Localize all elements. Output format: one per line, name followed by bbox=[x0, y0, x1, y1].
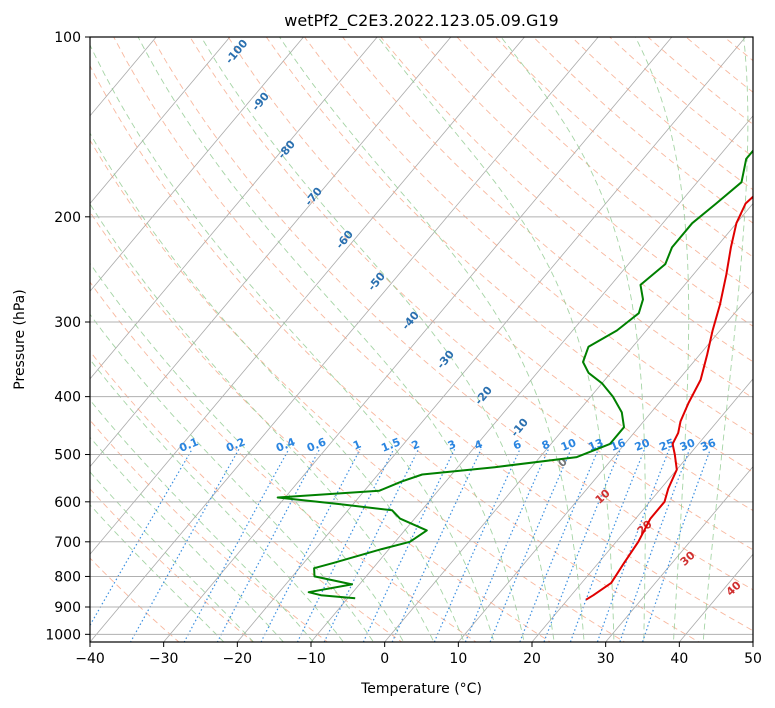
moist-adiabat-line bbox=[90, 471, 255, 642]
plot-frame bbox=[89, 36, 754, 643]
mixing-ratio-line bbox=[260, 449, 361, 642]
y-tick-label: 1000 bbox=[45, 627, 81, 643]
mixing-ratio-label: 3 bbox=[446, 438, 458, 453]
moist-adiabat-line bbox=[90, 504, 225, 642]
mixing-ratio-line bbox=[433, 449, 521, 642]
dry-adiabat-line bbox=[113, 37, 753, 632]
x-tick-label: 50 bbox=[744, 651, 762, 667]
dry-adiabat-line bbox=[151, 37, 753, 591]
mixing-ratio-label: 25 bbox=[657, 436, 676, 454]
mixing-ratio-line bbox=[183, 449, 290, 642]
mixing-ratio-line bbox=[464, 449, 549, 642]
isotherm-line bbox=[605, 465, 753, 642]
moist-adiabat-line bbox=[90, 358, 344, 642]
x-axis-ticks: −40 −30 −20 −10 0 10 20 30 40 50 bbox=[75, 642, 762, 667]
mixing-ratio-label: 20 bbox=[633, 436, 652, 454]
y-tick-label: 300 bbox=[54, 315, 81, 331]
isotherm-line bbox=[90, 37, 231, 205]
x-tick-label: −30 bbox=[149, 651, 179, 667]
dry-adiabat-line bbox=[189, 37, 753, 551]
mixing-ratio-label: 10 bbox=[559, 436, 578, 454]
dry-adiabat-line bbox=[90, 211, 552, 642]
y-tick-label: 400 bbox=[54, 390, 81, 406]
dry-adiabat-line bbox=[303, 37, 753, 436]
moist-adiabat-line bbox=[90, 313, 375, 642]
mixing-ratio-label: 8 bbox=[540, 438, 552, 453]
y-tick-label: 600 bbox=[54, 495, 81, 511]
dry-adiabat-line bbox=[342, 37, 753, 399]
mixing-ratio-line bbox=[391, 449, 482, 642]
pressure-gridlines bbox=[90, 37, 753, 635]
y-tick-label: 700 bbox=[54, 535, 81, 551]
isotherm-line bbox=[90, 37, 378, 380]
mixing-ratio-line bbox=[569, 449, 646, 642]
y-tick-label: 100 bbox=[54, 30, 81, 46]
isotherm-line bbox=[531, 378, 753, 642]
isotherm-line bbox=[236, 37, 747, 642]
mixing-ratio-label: 30 bbox=[678, 436, 697, 454]
profile-series bbox=[276, 149, 753, 601]
mixing-ratio-label: 36 bbox=[699, 436, 718, 454]
mixing-ratio-line bbox=[596, 449, 670, 642]
y-tick-label: 500 bbox=[54, 448, 81, 464]
x-tick-label: 20 bbox=[523, 651, 541, 667]
x-tick-label: 30 bbox=[597, 651, 615, 667]
chart-title: wetPf2_C2E3.2022.123.05.09.G19 bbox=[284, 11, 558, 31]
moist-adiabat-line bbox=[90, 203, 435, 642]
y-axis-label: Pressure (hPa) bbox=[12, 289, 28, 389]
moist-adiabat-line bbox=[90, 436, 284, 642]
x-tick-label: 40 bbox=[670, 651, 688, 667]
y-axis-ticks: 100 200 300 400 500 600 700 800 900 1000 bbox=[45, 30, 90, 643]
isotherm-line bbox=[90, 37, 452, 468]
x-tick-label: −40 bbox=[75, 651, 105, 667]
y-tick-label: 900 bbox=[54, 600, 81, 616]
y-tick-label: 200 bbox=[54, 210, 81, 226]
x-tick-label: −20 bbox=[223, 651, 253, 667]
y-tick-label: 800 bbox=[54, 569, 81, 585]
moist-adiabat-line bbox=[90, 399, 314, 642]
dry-adiabat-line bbox=[90, 488, 254, 642]
dry-adiabat-line bbox=[265, 37, 753, 473]
mixing-ratio-label: 1 bbox=[351, 438, 363, 453]
mixing-ratio-line bbox=[296, 449, 395, 642]
dewpoint-line bbox=[276, 149, 753, 600]
temperature-line bbox=[585, 195, 753, 601]
mixing-ratio-line bbox=[362, 449, 456, 642]
x-tick-label: 0 bbox=[380, 651, 389, 667]
isotherm-line bbox=[90, 37, 526, 555]
x-axis-label: Temperature (°C) bbox=[360, 681, 482, 697]
x-tick-label: 10 bbox=[449, 651, 467, 667]
isotherm-line bbox=[90, 37, 305, 292]
x-tick-label: −10 bbox=[296, 651, 326, 667]
mixing-ratio-label: 2 bbox=[410, 438, 422, 453]
mixing-ratio-line bbox=[129, 449, 240, 642]
dry-adiabat-line bbox=[90, 419, 329, 642]
isotherm-line bbox=[384, 202, 753, 642]
isotherm-line bbox=[163, 37, 673, 642]
mixing-ratio-label: 13 bbox=[586, 436, 605, 454]
dry-adiabat-line bbox=[456, 37, 753, 292]
dry-adiabat-line bbox=[227, 37, 753, 512]
isotherm-line bbox=[90, 37, 599, 642]
